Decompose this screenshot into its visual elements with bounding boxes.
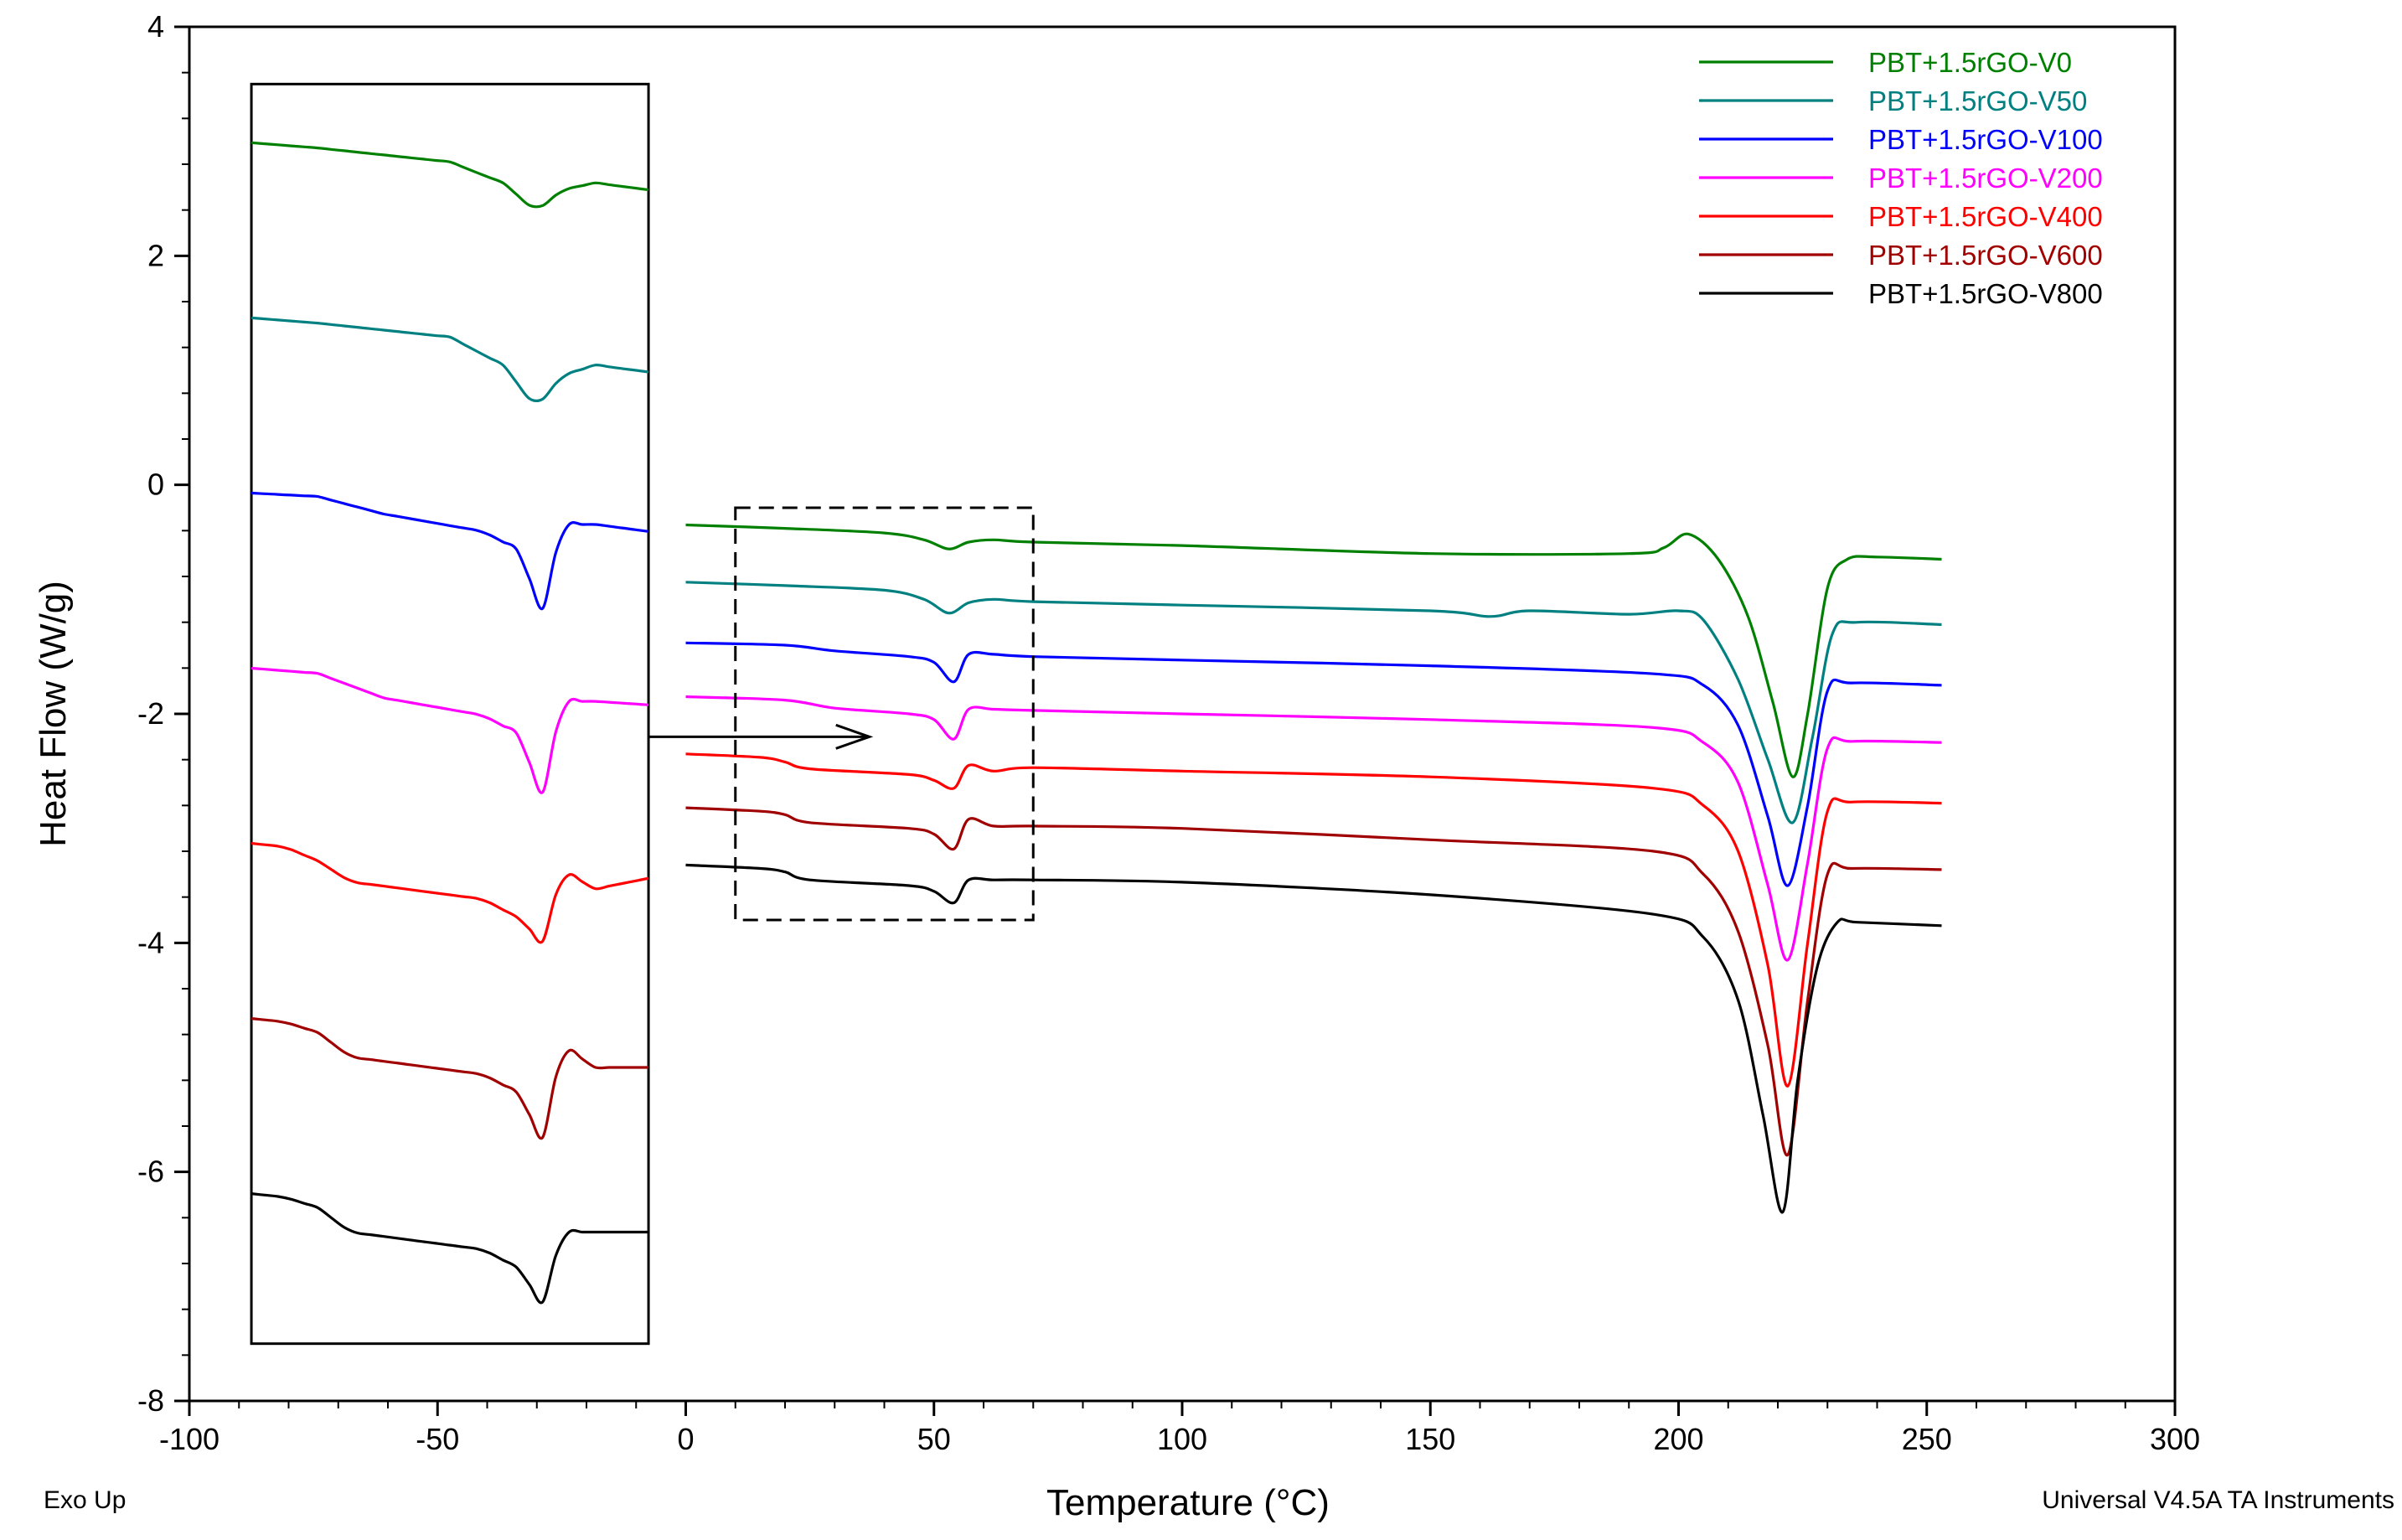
y-tick-label: -4 (137, 925, 164, 959)
legend-label: PBT+1.5rGO-V100 (1868, 124, 2103, 155)
y-axis-title: Heat Flow (W/g) (33, 581, 74, 847)
zoom-arrow-head (835, 723, 874, 750)
inset-series-line (251, 316, 649, 402)
y-tick-label: -6 (137, 1155, 164, 1189)
inset-series-line (251, 841, 649, 944)
series-line (685, 863, 1942, 1214)
y-tick-label: -2 (137, 696, 164, 731)
series-line (685, 581, 1942, 824)
instrument-label: Universal V4.5A TA Instruments (2042, 1486, 2394, 1514)
y-tick-label: -8 (137, 1383, 164, 1418)
exo-up-label: Exo Up (44, 1486, 126, 1514)
x-tick-label: 300 (2150, 1422, 2200, 1456)
legend-label: PBT+1.5rGO-V50 (1868, 85, 2087, 116)
x-tick-label: -100 (159, 1422, 220, 1456)
series-line (685, 523, 1942, 778)
x-axis-title: Temperature (°C) (1046, 1482, 1330, 1523)
zoom-box (734, 506, 1035, 922)
inset-series-line (251, 1017, 649, 1140)
inset-panel (250, 82, 874, 1346)
x-tick-label: 50 (917, 1422, 951, 1456)
inset-series-line (251, 666, 649, 794)
inset-frame (250, 82, 650, 1346)
inset-series-line (251, 491, 649, 611)
series-line (685, 695, 1942, 962)
zoom-box-outline (734, 506, 1035, 922)
x-axis: -100 -50 0 50 100 150 200 250 300 (159, 1401, 2200, 1456)
inset-series-line (251, 141, 649, 209)
x-tick-label: 200 (1653, 1422, 1703, 1456)
y-tick-label: 4 (147, 9, 164, 44)
legend-label: PBT+1.5rGO-V400 (1868, 201, 2103, 232)
x-tick-label: 0 (677, 1422, 694, 1456)
x-tick-label: 100 (1157, 1422, 1207, 1456)
series-line (685, 806, 1942, 1157)
y-tick-label: 2 (147, 238, 164, 272)
y-tick-label: 0 (147, 468, 164, 502)
series-layer (685, 523, 1942, 1214)
series-line (685, 641, 1942, 887)
x-tick-label: -50 (416, 1422, 459, 1456)
inset-series-line (251, 1192, 649, 1305)
legend-label: PBT+1.5rGO-V800 (1868, 278, 2103, 309)
series-line (685, 752, 1942, 1088)
x-tick-label: 150 (1405, 1422, 1455, 1456)
legend-label: PBT+1.5rGO-V200 (1868, 163, 2103, 194)
x-tick-label: 250 (1902, 1422, 1952, 1456)
y-axis: 4 2 0 -2 -4 -6 -8 (137, 9, 189, 1418)
legend-label: PBT+1.5rGO-V600 (1868, 240, 2103, 271)
legend-label: PBT+1.5rGO-V0 (1868, 47, 2072, 78)
legend: PBT+1.5rGO-V0 PBT+1.5rGO-V50 PBT+1.5rGO-V1… (1699, 47, 2103, 309)
